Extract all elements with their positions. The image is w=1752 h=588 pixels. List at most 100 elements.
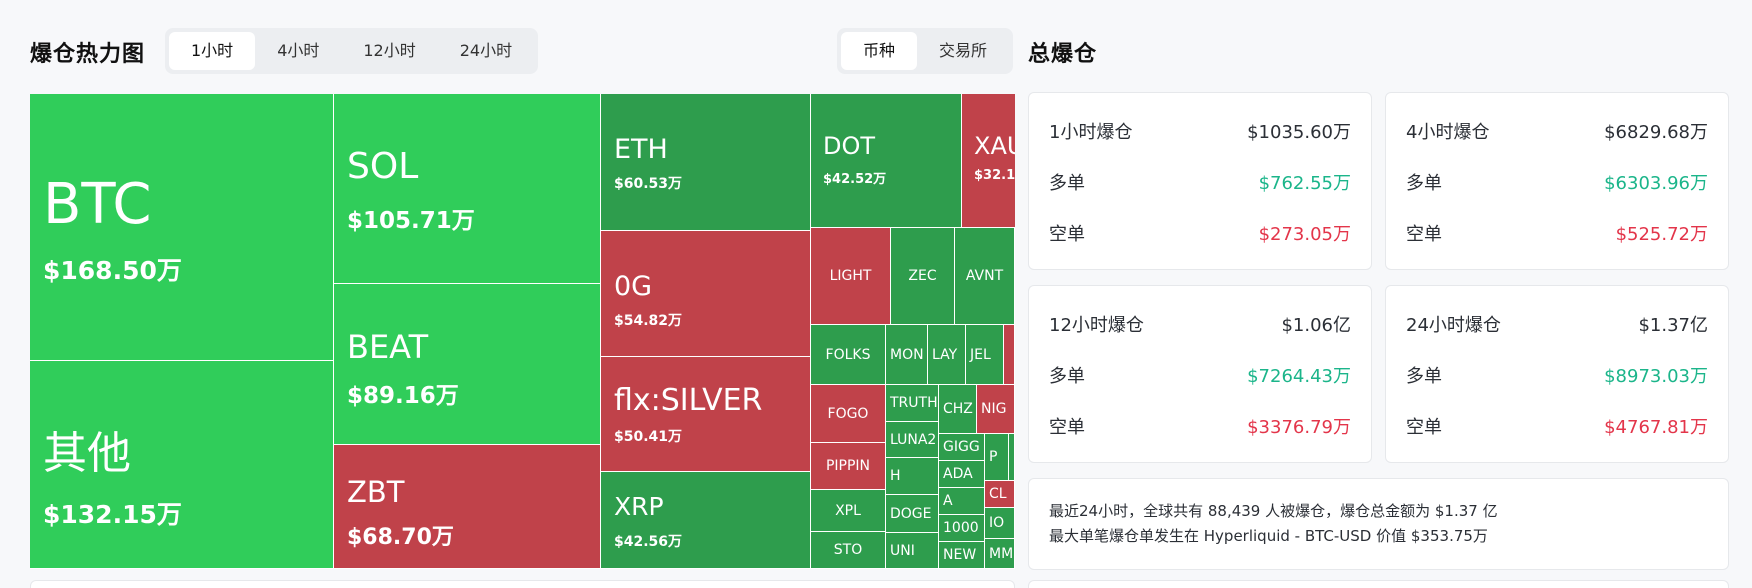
tile-amount: $54.82万	[614, 313, 683, 329]
tile-p[interactable]: P	[985, 434, 1009, 481]
tile-io[interactable]: IO	[985, 508, 1015, 539]
heatmap-title: 爆仓热力图	[30, 42, 146, 67]
tab-24h[interactable]: 24小时	[459, 41, 513, 60]
card-total-value: $1.37亿	[1638, 315, 1708, 336]
card-12h-liquidation: 12小时爆仓 $1.06亿 多单 $7264.43万 空单 $3376.79万	[1028, 285, 1372, 463]
tile-symbol: JEL	[970, 346, 991, 363]
short-label: 空单	[1049, 224, 1085, 245]
tile-0g[interactable]: 0G $54.82万	[601, 231, 811, 357]
tile-symbol: P	[989, 449, 998, 465]
tile-symbol: PIPPIN	[825, 458, 871, 474]
tile-symbol: XAU	[974, 132, 1015, 160]
tile-avnt[interactable]: AVNT	[955, 228, 1015, 325]
tile-ada[interactable]: ADA	[939, 461, 985, 488]
card-total-value: $1.06亿	[1281, 315, 1351, 336]
tile-eth[interactable]: ETH $60.53万	[601, 94, 811, 231]
tile-nig[interactable]: NIG	[977, 385, 1015, 434]
tile-symbol: CHZ	[943, 401, 973, 417]
tile-h[interactable]: H	[886, 458, 939, 495]
liquidation-treemap: BTC $168.50万 其他 $132.15万 SOL $105.71万 BE…	[30, 94, 1015, 569]
short-label: 空单	[1049, 417, 1085, 438]
next-panel-edge	[30, 580, 1015, 588]
tile-xau[interactable]: XAU $32.10	[962, 94, 1015, 228]
tile-symbol: FOLKS	[825, 346, 871, 363]
long-label: 多单	[1406, 173, 1442, 194]
tile-symbol: flx:SILVER	[614, 383, 763, 418]
tile-symbol: TRUTH	[890, 395, 938, 411]
tile-lay[interactable]: LAY	[928, 325, 966, 385]
tile-cl[interactable]: CL	[985, 481, 1015, 508]
tile-symbol: DOT	[823, 132, 876, 160]
summary-line-largest: 最大单笔爆仓单发生在 Hyperliquid - BTC-USD 价值 $353…	[1049, 527, 1488, 545]
tile-symbol: A	[943, 493, 953, 509]
tab-by-coin[interactable]: 币种	[841, 32, 918, 70]
tile-zec[interactable]: ZEC	[891, 228, 955, 325]
card-period-label: 12小时爆仓	[1049, 315, 1144, 336]
tile-symbol: 1000	[943, 520, 979, 536]
tile-amount: $60.53万	[614, 176, 683, 192]
tile-pippin[interactable]: PIPPIN	[811, 443, 886, 490]
tile-amount: $50.41万	[614, 429, 683, 445]
tile-chz[interactable]: CHZ	[939, 385, 977, 434]
tab-1h[interactable]: 1小时	[169, 32, 256, 70]
tile-symbol: H	[890, 468, 901, 484]
tile-new[interactable]: NEW	[939, 542, 985, 569]
short-value: $3376.79万	[1247, 417, 1351, 438]
short-label: 空单	[1406, 224, 1442, 245]
long-label: 多单	[1049, 173, 1085, 194]
tile-amount: $168.50万	[43, 256, 182, 285]
short-value: $4767.81万	[1604, 417, 1708, 438]
tile-symbol: NEW	[943, 547, 977, 563]
card-period-label: 24小时爆仓	[1406, 315, 1501, 336]
tile-dot[interactable]: DOT $42.52万	[811, 94, 962, 228]
tile-symbol: 0G	[614, 271, 653, 302]
next-card-edge	[1028, 580, 1729, 588]
tile-amount: $32.10	[974, 168, 1015, 183]
time-range-tabs: 1小时 4小时 12小时 24小时	[165, 28, 539, 74]
tile-symbol: IO	[989, 515, 1005, 531]
long-value: $8973.03万	[1604, 366, 1708, 387]
tile-light[interactable]: LIGHT	[811, 228, 891, 325]
tile-xrp[interactable]: XRP $42.56万	[601, 472, 811, 569]
tile-symbol: ADA	[943, 466, 973, 482]
tile-symbol: LAY	[932, 346, 958, 363]
tile-luna[interactable]: LUNA2	[886, 422, 939, 458]
tile-sto[interactable]: STO	[811, 532, 886, 569]
tile-folks[interactable]: FOLKS	[811, 325, 886, 385]
tile-symbol: NIG	[981, 401, 1007, 417]
tile-amount: $42.52万	[823, 172, 887, 187]
tile-mm[interactable]: MM	[985, 539, 1015, 569]
tile-amount: $132.15万	[43, 500, 182, 529]
tile-mon[interactable]: MON	[886, 325, 928, 385]
tile-a[interactable]: A	[939, 488, 985, 515]
tile-small-red[interactable]	[1004, 325, 1015, 385]
tile-symbol: ETH	[614, 134, 668, 165]
tile-jel[interactable]: JEL	[966, 325, 1004, 385]
tile-1000[interactable]: 1000	[939, 515, 985, 542]
card-24h-liquidation: 24小时爆仓 $1.37亿 多单 $8973.03万 空单 $4767.81万	[1385, 285, 1729, 463]
tab-by-exchange[interactable]: 交易所	[939, 41, 988, 60]
card-total-value: $1035.60万	[1247, 122, 1351, 143]
short-value: $525.72万	[1615, 224, 1708, 245]
tile-uni[interactable]: UNI	[886, 533, 939, 569]
tile-beat[interactable]: BEAT $89.16万	[334, 284, 601, 445]
tile-symbol: AVNT	[965, 268, 1004, 284]
tile-symbol: STO	[833, 542, 863, 558]
tile-btc[interactable]: BTC $168.50万	[30, 94, 334, 361]
tile-symbol: GIGG	[943, 439, 980, 455]
tab-12h[interactable]: 12小时	[363, 41, 416, 60]
tab-4h[interactable]: 4小时	[277, 41, 320, 60]
tile-other[interactable]: 其他 $132.15万	[30, 361, 334, 569]
tile-doge[interactable]: DOGE	[886, 495, 939, 533]
tile-fogo[interactable]: FOGO	[811, 385, 886, 443]
tile-symbol: BTC	[43, 172, 152, 237]
card-total-value: $6829.68万	[1604, 122, 1708, 143]
long-label: 多单	[1049, 366, 1085, 387]
tile-zbt[interactable]: ZBT $68.70万	[334, 445, 601, 569]
tile-sol[interactable]: SOL $105.71万	[334, 94, 601, 284]
tile-gigg[interactable]: GIGG	[939, 434, 985, 461]
tile-truth[interactable]: TRUTH	[886, 385, 939, 422]
tile-xpl[interactable]: XPL	[811, 490, 886, 532]
tile-flx-silver[interactable]: flx:SILVER $50.41万	[601, 357, 811, 472]
tile-small-green[interactable]	[1009, 434, 1015, 481]
